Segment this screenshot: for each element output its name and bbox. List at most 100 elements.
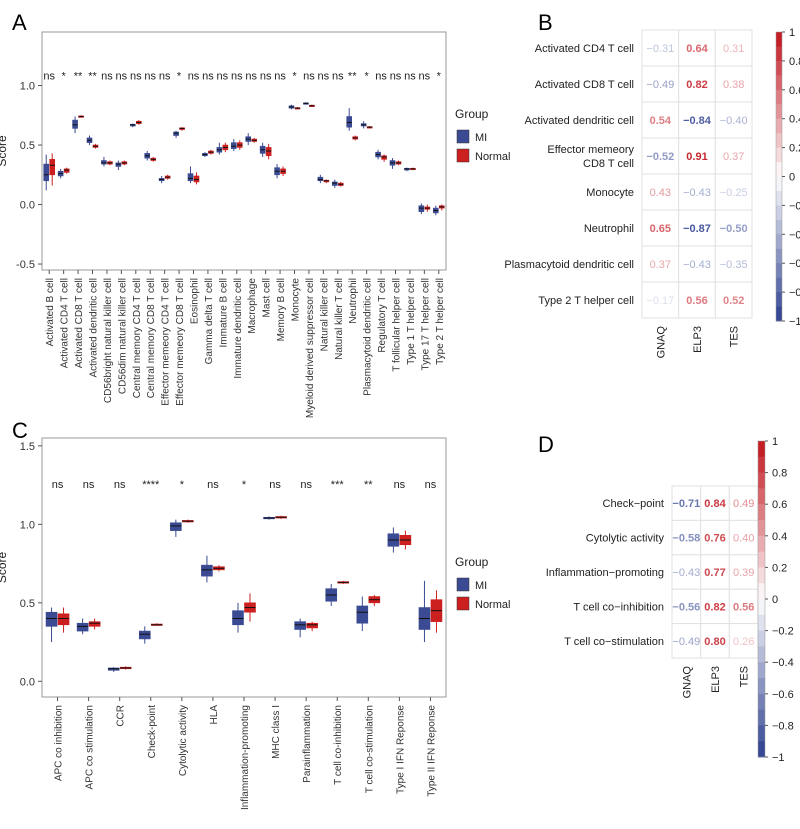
cell-value: −0.50 [720,223,748,235]
cell-value: 0.65 [650,223,671,235]
row-label: Activated CD8 T cell [535,79,634,91]
cell-value: −0.71 [672,498,700,510]
colorbar-segment [776,75,782,91]
box-mi [187,173,194,182]
colorbar-segment [776,162,782,177]
colorbar-segment [758,488,765,505]
significance-label: ns [83,479,95,491]
heatmap-cell [714,65,753,103]
colorbar-tick-label: 0.6 [789,85,800,97]
panel-d: D Check−point −0.71 0.84 0.49 Cytolytic activ… [538,432,794,764]
colorbar-segment [758,567,765,584]
significance-label: ns [101,71,113,83]
box-mi [331,181,338,186]
colorbar-tick-label: −1 [789,316,800,328]
significance-label: ns [260,71,272,83]
panel-c: C 0.0 0.5 1.0 1.5 Score APC co inhibition ns APC… [0,418,510,810]
colorbar-segment [758,441,765,458]
panel-b: B Activated CD4 T cell −0.31 0.64 0.31 Activa… [504,10,800,358]
significance-label: ns [419,71,431,83]
cell-value: 0.91 [686,151,707,163]
x-tick-label: Effector memeory CD4 T cell [161,278,172,406]
significance-label: * [365,71,370,83]
significance-label: ns [404,71,416,83]
cell-value: −0.35 [720,259,748,271]
colorbar-tick-label: −0.6 [789,258,800,270]
y-tick-label: 1.5 [20,441,35,453]
cell-value: 0.84 [704,498,726,510]
box-mi [232,610,244,626]
x-tick-label: Mast cell [262,278,273,317]
cell-value: 0.76 [704,533,725,545]
colorbar-segment [776,277,782,293]
cell-value: 0.39 [733,567,754,579]
y-tick-label: -0.5 [16,259,35,271]
cell-value: 0.80 [704,636,725,648]
x-tick-label: Natural killer T cell [334,278,345,360]
panel-label: C [12,418,28,443]
colorbar-segment [758,630,765,647]
x-tick-label: Memory B cell [276,278,287,341]
colorbar-tick-label: −0.4 [789,229,800,241]
cell-value: 0.37 [723,151,744,163]
colorbar-tick-label: 1 [789,27,795,39]
x-tick-label: Type 2 T helper cell [435,278,446,365]
significance-label: ns [116,71,128,83]
significance-label: * [180,479,185,491]
cell-value: 0.38 [723,79,744,91]
row-label: Neutrophil [584,223,634,235]
x-tick-label: Macrophage [247,278,258,334]
heatmap-cell [714,101,753,139]
significance-label: ** [348,71,357,83]
box-mi [72,119,78,129]
box-mi [43,163,50,182]
colorbar-segment [776,306,782,322]
colorbar-segment [776,118,782,134]
y-tick-label: 0.5 [20,598,35,610]
panel-label: A [12,10,27,35]
box-normal [381,155,387,160]
colorbar-segment [776,89,782,105]
heatmap-cell [714,173,753,211]
heatmap-cell [678,29,716,67]
y-tick-label: 0.5 [20,140,35,152]
heatmap-cell [678,101,716,139]
colorbar-segment [758,693,765,711]
box-normal [88,621,101,627]
box-mi [138,630,151,640]
row-label: Cytolytic activity [586,533,665,545]
significance-label: ns [332,71,344,83]
colorbar-tick-label: −0.4 [772,657,794,669]
cell-value: −0.52 [646,151,674,163]
significance-label: ns [217,71,229,83]
panel-label: B [538,10,553,35]
colorbar-segment [776,248,782,264]
colorbar-segment [758,646,765,663]
heatmap-cell [678,281,716,319]
significance-label: ns [114,479,126,491]
cell-value: 0.26 [733,636,754,648]
colorbar-segment [776,292,782,308]
legend-label: Normal [475,151,510,163]
row-label: Type 2 T helper cell [538,295,634,307]
box-mi [170,522,182,531]
colorbar-tick-label: −0.8 [789,287,800,299]
colorbar-segment [776,219,782,235]
cell-value: −0.56 [672,601,700,613]
colorbar-segment [776,46,782,62]
colorbar-segment [776,263,782,279]
colorbar-segment [758,472,765,489]
box-mi [101,160,107,165]
colorbar-segment [758,504,765,521]
column-label: TES [729,326,741,347]
heatmap-cell [671,554,702,590]
colorbar-segment [758,662,765,679]
cell-value: 0.82 [704,601,725,613]
heatmap-cell [700,588,730,625]
colorbar-tick-label: −0.8 [772,720,794,732]
y-axis-label: Score [0,135,9,167]
x-tick-label: Type 1 T helper cell [406,278,417,365]
legend-label: MI [475,132,487,144]
heatmap-cell [678,137,716,175]
significance-label: ns [318,71,330,83]
